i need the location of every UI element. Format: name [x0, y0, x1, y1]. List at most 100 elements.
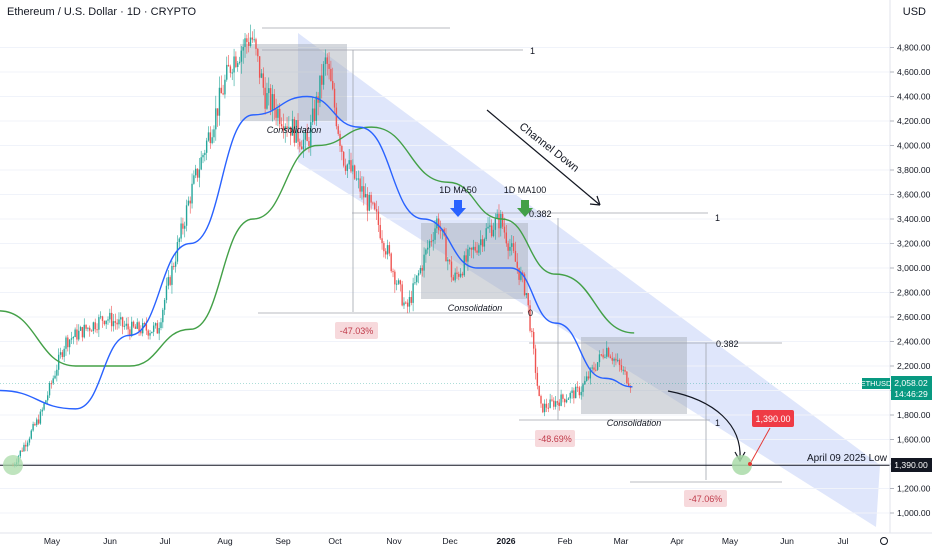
time-tick-label: Feb	[558, 536, 573, 546]
candle-body	[120, 317, 122, 320]
candle-body	[45, 400, 47, 404]
candle-body	[118, 319, 120, 325]
candle-body	[447, 259, 449, 262]
candle-body	[94, 322, 96, 330]
candle-body	[326, 57, 328, 64]
candle-body	[211, 137, 213, 144]
candle-body	[191, 183, 193, 204]
candle-body	[79, 327, 82, 331]
gear-icon	[880, 537, 888, 545]
candle-body	[182, 223, 184, 229]
candle-body	[498, 213, 500, 229]
fib-label-0: 0	[528, 308, 533, 318]
candle-body	[564, 398, 566, 403]
candle-body	[596, 362, 599, 370]
candle-body	[584, 380, 586, 385]
consolidation-label: Consolidation	[448, 303, 503, 313]
candle-body	[89, 327, 91, 331]
candle-body	[319, 75, 321, 103]
candle-body	[385, 251, 387, 255]
drop-badge: -48.69%	[538, 434, 572, 444]
time-tick-label: Oct	[328, 536, 342, 546]
candle-body	[218, 87, 221, 116]
target-label-bg	[752, 410, 794, 427]
ma50-line	[0, 95, 633, 410]
candle-body	[143, 323, 146, 325]
candle-body	[39, 411, 42, 424]
consolidation-label: Consolidation	[267, 125, 322, 135]
candle-body	[101, 316, 104, 321]
candle-body	[406, 302, 409, 307]
consolidation-label: Consolidation	[607, 418, 662, 428]
currency-label[interactable]: USD	[902, 6, 926, 18]
candle-body	[551, 399, 553, 401]
candle-body	[152, 325, 155, 332]
candle-body	[405, 302, 407, 304]
candle-body	[620, 365, 623, 371]
level-label: 1,390.00	[894, 460, 928, 470]
candle-body	[127, 323, 129, 330]
candle-body	[322, 64, 325, 85]
candle-body	[569, 392, 571, 399]
candle-body	[295, 120, 297, 143]
candle-body	[575, 386, 577, 399]
candle-body	[487, 226, 489, 229]
candle-body	[195, 168, 197, 176]
fib-label-0382: 0.382	[529, 209, 552, 219]
candle-body	[99, 316, 102, 318]
candle-body	[600, 354, 602, 356]
candle-body	[348, 160, 350, 165]
candle-body	[282, 126, 285, 131]
candle-body	[587, 376, 590, 379]
fibonacci-lines	[258, 27, 782, 483]
candle-body	[465, 255, 467, 262]
candle-body	[138, 322, 140, 331]
candle-body	[514, 250, 517, 262]
candle-body	[273, 94, 275, 110]
projection-curve	[667, 390, 741, 460]
time-tick-label: Aug	[217, 536, 233, 546]
candle-body	[255, 39, 257, 49]
price-tick-label: 1,000.00	[897, 508, 931, 518]
candle-body	[173, 265, 175, 267]
target-dot	[748, 462, 752, 466]
candle-body	[467, 249, 469, 262]
candle-body	[606, 347, 608, 357]
candle-body	[602, 354, 604, 358]
candle-body	[481, 239, 484, 247]
candle-body	[262, 73, 264, 88]
candle-body	[149, 333, 151, 336]
candle-body	[585, 376, 588, 381]
time-tick-label: Sep	[275, 536, 291, 546]
candle-body	[116, 322, 118, 325]
candle-body	[21, 450, 23, 452]
candle-body	[437, 218, 440, 231]
candle-body	[209, 132, 212, 144]
candle-body	[238, 61, 241, 64]
candle-body	[311, 108, 314, 123]
candle-body	[227, 64, 230, 67]
candle-body	[626, 371, 628, 384]
candle-body	[257, 48, 259, 57]
drop-badge: -47.06%	[689, 494, 723, 504]
candle-body	[458, 273, 460, 277]
ma50-marker-icon	[450, 200, 466, 217]
candle-body	[536, 372, 539, 386]
candle-body	[297, 120, 299, 142]
candle-body	[450, 261, 453, 278]
candle-body	[432, 239, 434, 242]
candle-body	[516, 261, 518, 268]
candle-body	[324, 57, 327, 65]
chart-title: Ethereum / U.S. Dollar · 1D · CRYPTO	[7, 6, 197, 18]
candle-body	[123, 325, 126, 327]
time-tick-label: Nov	[386, 536, 402, 546]
candles	[12, 24, 632, 468]
candle-body	[609, 356, 612, 358]
candle-body	[290, 126, 292, 136]
time-tick-label: Dec	[442, 536, 458, 546]
candle-body	[81, 327, 84, 338]
candle-body	[518, 267, 520, 280]
candle-body	[542, 403, 544, 413]
